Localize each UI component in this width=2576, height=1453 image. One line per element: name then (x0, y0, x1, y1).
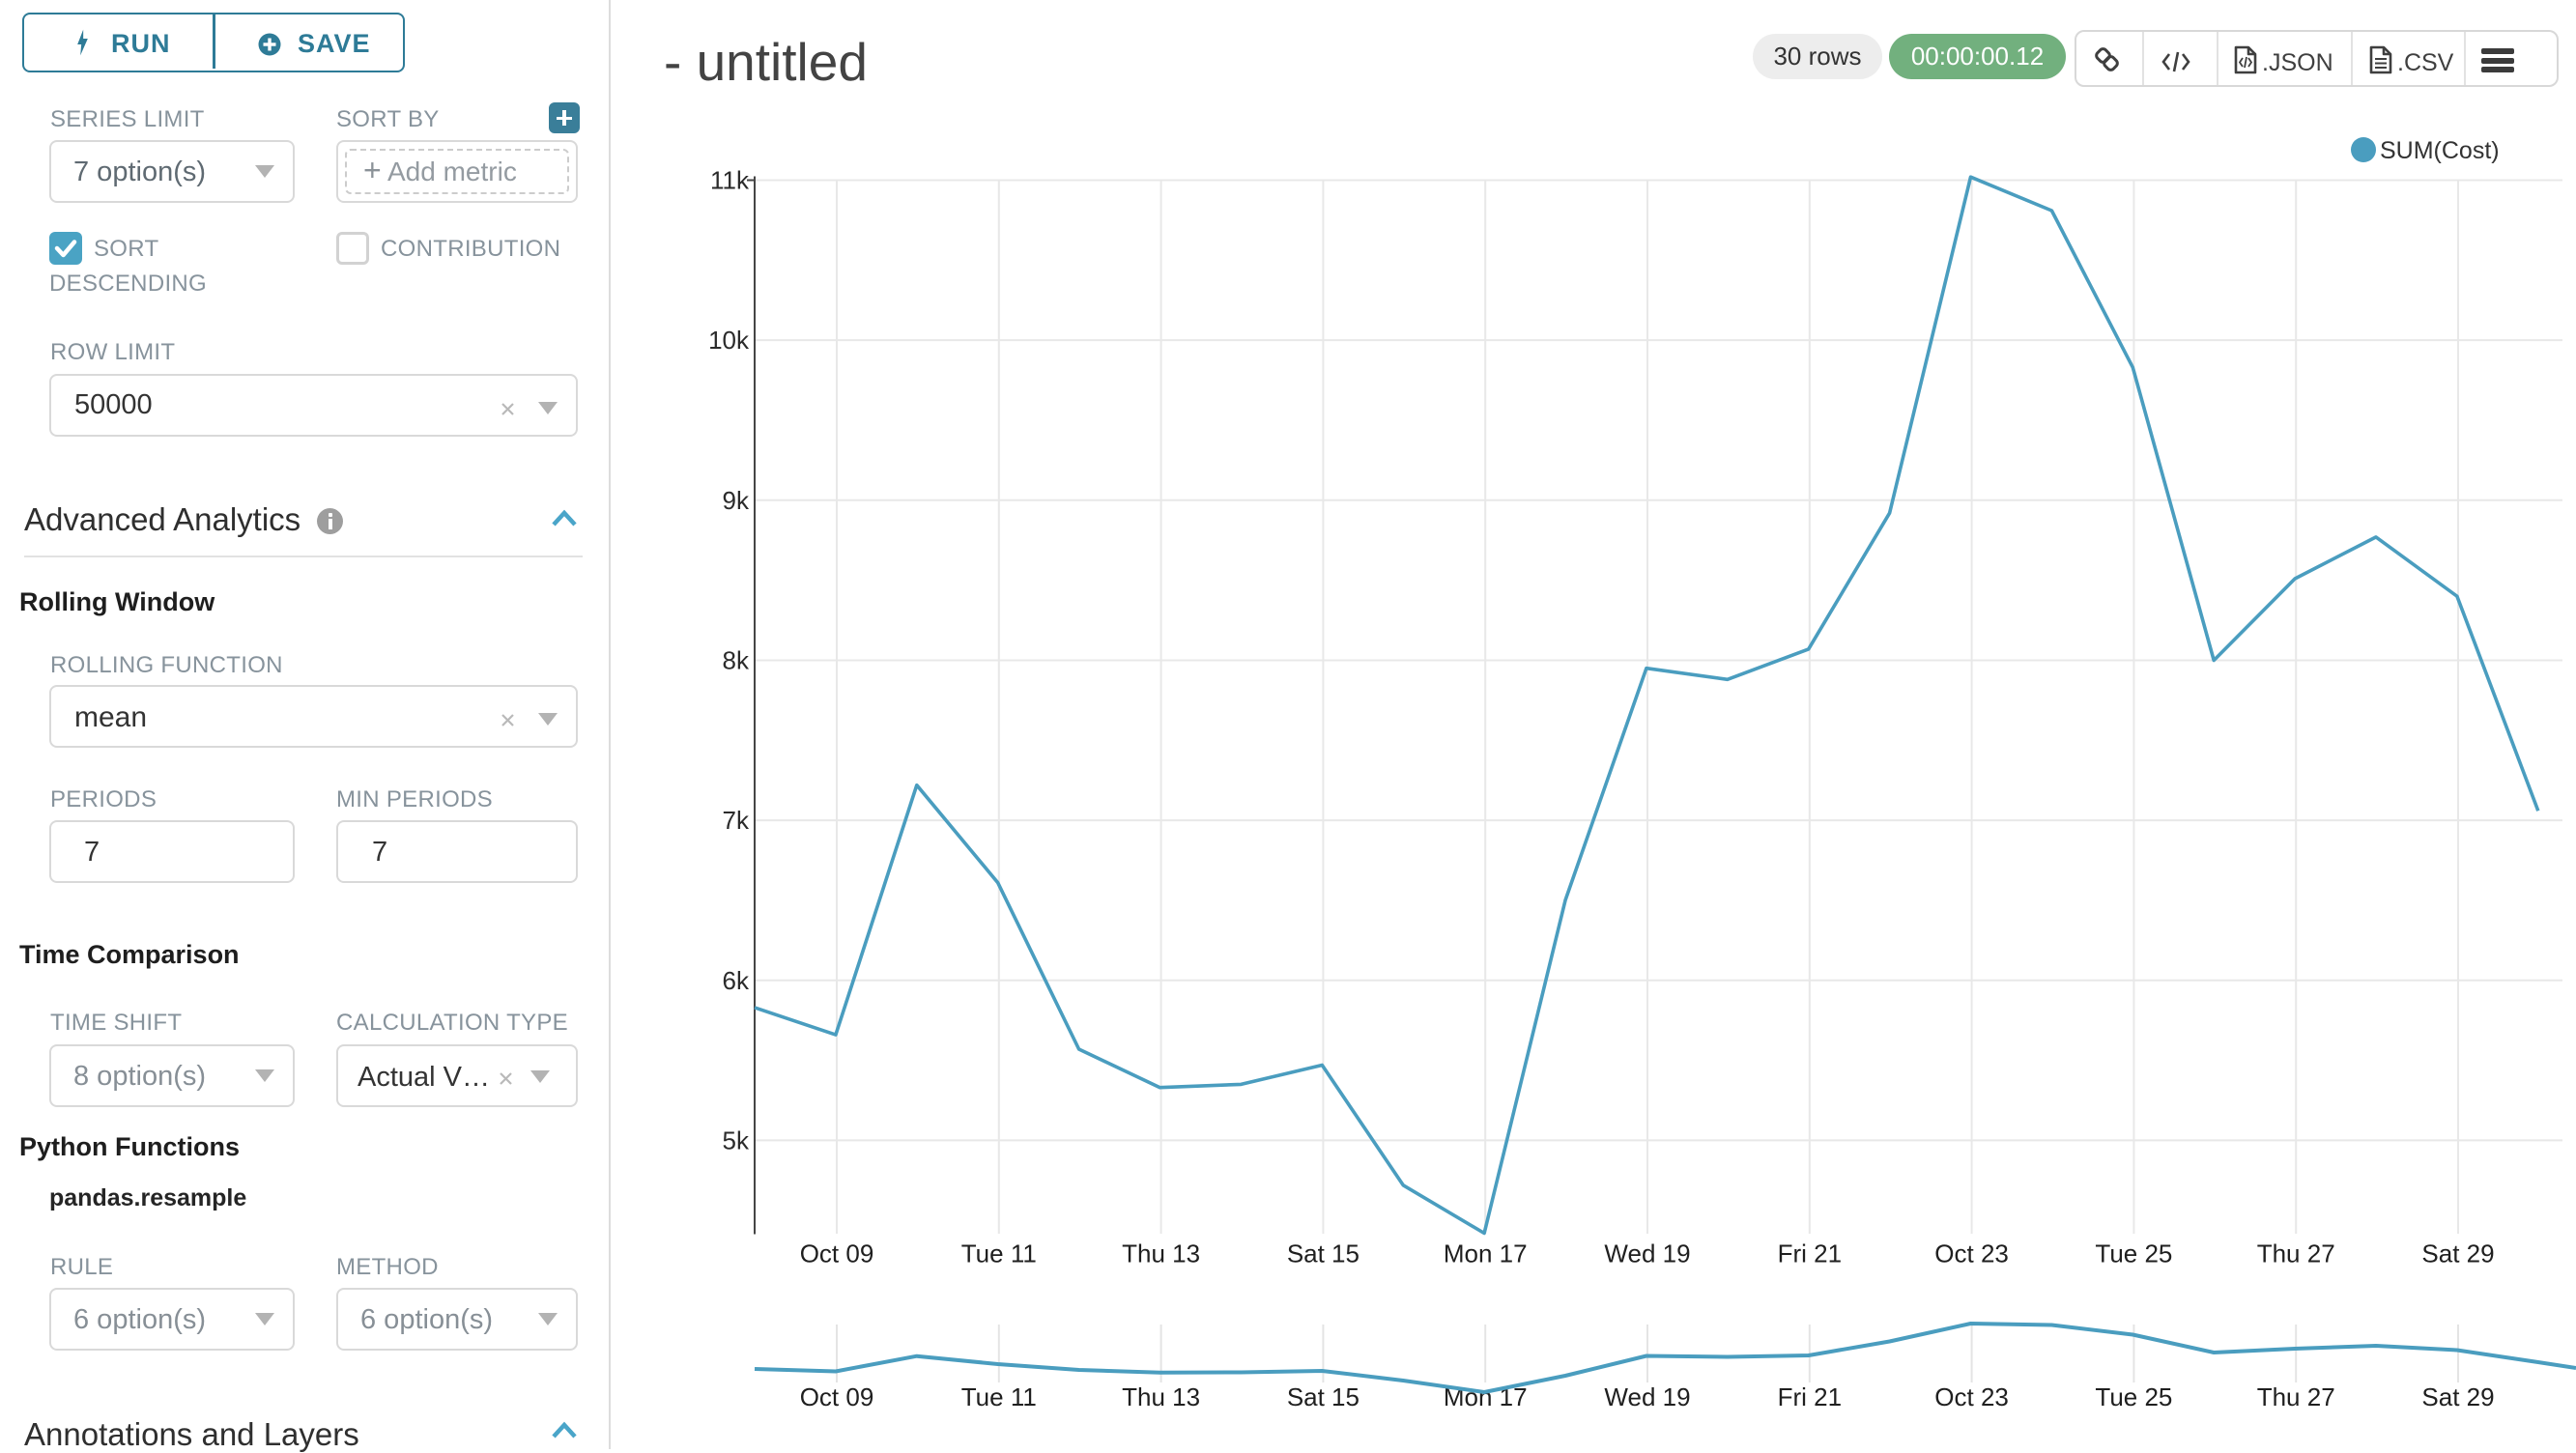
svg-text:SUM(Cost): SUM(Cost) (2380, 137, 2500, 164)
svg-text:10k: 10k (708, 326, 750, 355)
svg-text:Tue 25: Tue 25 (2095, 1382, 2172, 1411)
svg-text:Mon 17: Mon 17 (1444, 1239, 1528, 1268)
svg-text:11k: 11k (710, 166, 750, 195)
svg-text:Sat 15: Sat 15 (1287, 1382, 1360, 1411)
svg-text:Sat 29: Sat 29 (2421, 1382, 2494, 1411)
svg-text:Tue 11: Tue 11 (961, 1382, 1037, 1411)
svg-text:6k: 6k (723, 966, 750, 995)
svg-text:Tue 25: Tue 25 (2095, 1239, 2172, 1268)
svg-text:Wed 19: Wed 19 (1604, 1239, 1690, 1268)
svg-text:7k: 7k (723, 806, 750, 835)
svg-text:Sat 29: Sat 29 (2421, 1239, 2494, 1268)
svg-text:Thu 27: Thu 27 (2257, 1382, 2335, 1411)
svg-text:Oct 23: Oct 23 (1934, 1382, 2009, 1411)
svg-text:Oct 09: Oct 09 (800, 1239, 874, 1268)
svg-text:Thu 13: Thu 13 (1122, 1382, 1200, 1411)
svg-text:Oct 23: Oct 23 (1934, 1239, 2009, 1268)
svg-text:9k: 9k (723, 486, 750, 515)
svg-text:Fri 21: Fri 21 (1778, 1382, 1842, 1411)
svg-text:Tue 11: Tue 11 (961, 1239, 1037, 1268)
svg-text:8k: 8k (723, 646, 750, 675)
svg-text:Sat 15: Sat 15 (1287, 1239, 1360, 1268)
svg-text:Oct 09: Oct 09 (800, 1382, 874, 1411)
svg-text:Thu 27: Thu 27 (2257, 1239, 2335, 1268)
svg-text:Wed 19: Wed 19 (1604, 1382, 1690, 1411)
svg-text:Fri 21: Fri 21 (1778, 1239, 1842, 1268)
svg-text:Thu 13: Thu 13 (1122, 1239, 1200, 1268)
svg-text:5k: 5k (723, 1125, 750, 1154)
